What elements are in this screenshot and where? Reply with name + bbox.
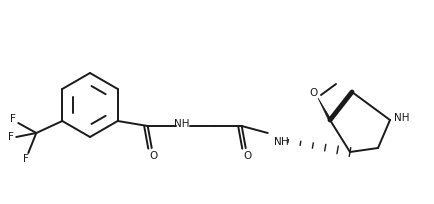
Text: O: O [150,151,158,161]
Text: H: H [281,137,289,147]
Text: N: N [274,137,282,147]
Polygon shape [318,98,332,121]
Text: F: F [23,154,29,164]
Text: F: F [8,132,14,142]
Text: O: O [243,151,252,161]
Text: F: F [10,114,16,124]
Text: NH: NH [174,119,190,129]
Text: NH: NH [394,113,410,123]
Text: O: O [309,88,317,98]
